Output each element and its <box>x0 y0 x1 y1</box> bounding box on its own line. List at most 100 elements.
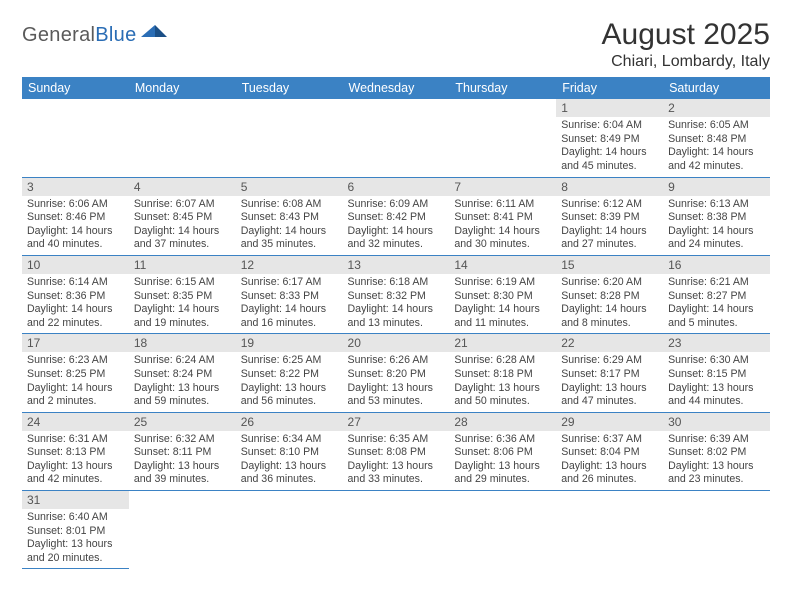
sunrise-line: Sunrise: 6:39 AM <box>668 433 765 447</box>
day-number: 18 <box>129 334 236 352</box>
sunrise-line: Sunrise: 6:20 AM <box>561 276 658 290</box>
day-number: 16 <box>663 256 770 274</box>
day-number: 13 <box>343 256 450 274</box>
calendar-cell-empty <box>236 99 343 177</box>
logo-text-blue: Blue <box>95 24 136 46</box>
sunrise-line: Sunrise: 6:40 AM <box>27 511 124 525</box>
calendar-cell: 10Sunrise: 6:14 AMSunset: 8:36 PMDayligh… <box>22 255 129 333</box>
month-title: August 2025 <box>602 18 770 51</box>
day-number: 10 <box>22 256 129 274</box>
sunrise-line: Sunrise: 6:31 AM <box>27 433 124 447</box>
daylight-line-2: and 30 minutes. <box>454 238 551 252</box>
daylight-line-2: and 26 minutes. <box>561 473 658 487</box>
day-details: Sunrise: 6:34 AMSunset: 8:10 PMDaylight:… <box>236 431 343 490</box>
sunrise-line: Sunrise: 6:08 AM <box>241 198 338 212</box>
daylight-line-2: and 45 minutes. <box>561 160 658 174</box>
calendar-cell: 22Sunrise: 6:29 AMSunset: 8:17 PMDayligh… <box>556 334 663 412</box>
day-details: Sunrise: 6:07 AMSunset: 8:45 PMDaylight:… <box>129 196 236 255</box>
sunrise-line: Sunrise: 6:23 AM <box>27 354 124 368</box>
sunrise-line: Sunrise: 6:30 AM <box>668 354 765 368</box>
sunset-line: Sunset: 8:20 PM <box>348 368 445 382</box>
daylight-line-2: and 5 minutes. <box>668 317 765 331</box>
sunrise-line: Sunrise: 6:35 AM <box>348 433 445 447</box>
calendar-row: 1Sunrise: 6:04 AMSunset: 8:49 PMDaylight… <box>22 99 770 177</box>
calendar-cell-empty <box>129 491 236 569</box>
sunset-line: Sunset: 8:38 PM <box>668 211 765 225</box>
day-number: 8 <box>556 178 663 196</box>
daylight-line-2: and 16 minutes. <box>241 317 338 331</box>
daylight-line-1: Daylight: 13 hours <box>27 538 124 552</box>
daylight-line-1: Daylight: 14 hours <box>668 303 765 317</box>
day-details: Sunrise: 6:39 AMSunset: 8:02 PMDaylight:… <box>663 431 770 490</box>
day-number: 7 <box>449 178 556 196</box>
daylight-line-2: and 59 minutes. <box>134 395 231 409</box>
day-number: 4 <box>129 178 236 196</box>
logo-flag-icon <box>141 23 167 46</box>
daylight-line-2: and 24 minutes. <box>668 238 765 252</box>
daylight-line-1: Daylight: 14 hours <box>348 303 445 317</box>
sunset-line: Sunset: 8:28 PM <box>561 290 658 304</box>
daylight-line-2: and 23 minutes. <box>668 473 765 487</box>
sunset-line: Sunset: 8:33 PM <box>241 290 338 304</box>
day-number: 28 <box>449 413 556 431</box>
sunrise-line: Sunrise: 6:29 AM <box>561 354 658 368</box>
sunset-line: Sunset: 8:22 PM <box>241 368 338 382</box>
sunset-line: Sunset: 8:48 PM <box>668 133 765 147</box>
calendar-cell: 1Sunrise: 6:04 AMSunset: 8:49 PMDaylight… <box>556 99 663 177</box>
logo-text-gray: General <box>22 24 95 46</box>
day-details: Sunrise: 6:30 AMSunset: 8:15 PMDaylight:… <box>663 352 770 411</box>
day-number: 22 <box>556 334 663 352</box>
title-block: August 2025 Chiari, Lombardy, Italy <box>602 18 770 71</box>
daylight-line-2: and 19 minutes. <box>134 317 231 331</box>
sunrise-line: Sunrise: 6:06 AM <box>27 198 124 212</box>
calendar-cell-empty <box>343 491 450 569</box>
daylight-line-2: and 29 minutes. <box>454 473 551 487</box>
sunset-line: Sunset: 8:36 PM <box>27 290 124 304</box>
daylight-line-2: and 42 minutes. <box>668 160 765 174</box>
day-details: Sunrise: 6:36 AMSunset: 8:06 PMDaylight:… <box>449 431 556 490</box>
day-number: 17 <box>22 334 129 352</box>
sunset-line: Sunset: 8:15 PM <box>668 368 765 382</box>
logo: GeneralBlue <box>22 24 167 47</box>
calendar-cell: 21Sunrise: 6:28 AMSunset: 8:18 PMDayligh… <box>449 334 556 412</box>
day-number: 1 <box>556 99 663 117</box>
daylight-line-2: and 42 minutes. <box>27 473 124 487</box>
day-details: Sunrise: 6:23 AMSunset: 8:25 PMDaylight:… <box>22 352 129 411</box>
calendar-cell: 23Sunrise: 6:30 AMSunset: 8:15 PMDayligh… <box>663 334 770 412</box>
sunrise-line: Sunrise: 6:05 AM <box>668 119 765 133</box>
sunset-line: Sunset: 8:27 PM <box>668 290 765 304</box>
daylight-line-1: Daylight: 14 hours <box>561 303 658 317</box>
daylight-line-2: and 39 minutes. <box>134 473 231 487</box>
daylight-line-1: Daylight: 14 hours <box>27 382 124 396</box>
daylight-line-1: Daylight: 13 hours <box>348 382 445 396</box>
calendar-cell-empty <box>343 99 450 177</box>
sunset-line: Sunset: 8:35 PM <box>134 290 231 304</box>
day-details: Sunrise: 6:20 AMSunset: 8:28 PMDaylight:… <box>556 274 663 333</box>
sunrise-line: Sunrise: 6:32 AM <box>134 433 231 447</box>
day-details: Sunrise: 6:32 AMSunset: 8:11 PMDaylight:… <box>129 431 236 490</box>
day-details: Sunrise: 6:12 AMSunset: 8:39 PMDaylight:… <box>556 196 663 255</box>
sunrise-line: Sunrise: 6:36 AM <box>454 433 551 447</box>
day-details: Sunrise: 6:25 AMSunset: 8:22 PMDaylight:… <box>236 352 343 411</box>
daylight-line-1: Daylight: 13 hours <box>454 382 551 396</box>
sunrise-line: Sunrise: 6:15 AM <box>134 276 231 290</box>
daylight-line-1: Daylight: 14 hours <box>27 303 124 317</box>
daylight-line-2: and 32 minutes. <box>348 238 445 252</box>
header: GeneralBlue August 2025 Chiari, Lombardy… <box>22 18 770 71</box>
daylight-line-2: and 56 minutes. <box>241 395 338 409</box>
sunrise-line: Sunrise: 6:34 AM <box>241 433 338 447</box>
calendar-cell: 25Sunrise: 6:32 AMSunset: 8:11 PMDayligh… <box>129 412 236 490</box>
sunset-line: Sunset: 8:45 PM <box>134 211 231 225</box>
day-details: Sunrise: 6:35 AMSunset: 8:08 PMDaylight:… <box>343 431 450 490</box>
sunrise-line: Sunrise: 6:13 AM <box>668 198 765 212</box>
sunrise-line: Sunrise: 6:37 AM <box>561 433 658 447</box>
day-number: 21 <box>449 334 556 352</box>
calendar-cell-empty <box>22 99 129 177</box>
daylight-line-2: and 50 minutes. <box>454 395 551 409</box>
day-details: Sunrise: 6:24 AMSunset: 8:24 PMDaylight:… <box>129 352 236 411</box>
sunrise-line: Sunrise: 6:04 AM <box>561 119 658 133</box>
sunrise-line: Sunrise: 6:18 AM <box>348 276 445 290</box>
sunrise-line: Sunrise: 6:26 AM <box>348 354 445 368</box>
calendar-cell-empty <box>556 491 663 569</box>
sunrise-line: Sunrise: 6:21 AM <box>668 276 765 290</box>
